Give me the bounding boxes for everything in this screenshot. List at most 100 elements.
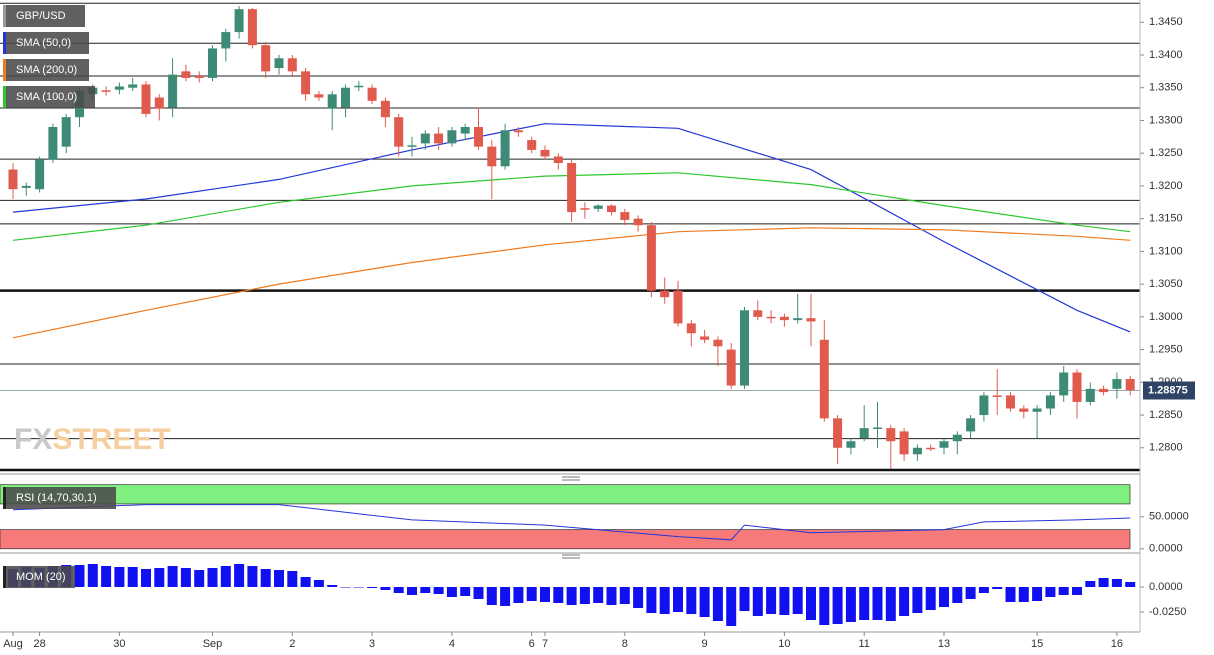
x-tick-label: 4 [449,638,455,650]
overbought-band [0,484,1131,505]
candle-body [474,127,483,147]
candle-body [234,9,244,33]
legend: GBP/USD SMA (50,0) SMA (200,0) SMA (100,0) R… [3,5,116,588]
legend-box [3,59,89,81]
legend-swatch [3,566,6,588]
y-tick-label: 1.2950 [1149,343,1183,355]
mom-bar [87,564,98,587]
mom-bar [127,567,138,587]
y-tick-label: 1.2800 [1149,442,1183,454]
x-tick-label: Sep [203,638,223,650]
mom-bar [367,587,378,588]
y-tick-label: 1.3300 [1149,114,1183,126]
mom-bar [260,569,271,587]
mom-bar [819,587,830,625]
y-tick-label: 50.0000 [1149,511,1189,523]
x-tick-label: 16 [1111,638,1123,650]
candle-body [394,117,404,147]
candle-body [713,339,723,347]
candle-body [194,75,204,78]
mom-bar [832,587,843,624]
candle-body [380,100,390,118]
y-tick-label: 1.3200 [1149,180,1183,192]
candle-body [580,208,590,210]
mom-bar [1032,587,1043,601]
candle-body [128,84,138,88]
y-tick-label: 1.2850 [1149,409,1183,421]
mom-bar [806,587,816,620]
mom-bar [992,587,1003,589]
mom-bar [1072,587,1082,595]
candle-body [114,86,124,90]
candle-body [367,87,377,101]
candle-body [726,349,736,386]
mom-bar [646,587,657,613]
legend-box [3,487,116,509]
mom-bar [141,569,151,587]
x-tick-label: 3 [369,638,375,650]
rsi-line [12,504,1131,541]
candle-body [287,58,297,72]
x-tick-label: 9 [702,638,708,650]
candle-body [646,225,656,291]
candle-body [1045,395,1055,409]
mom-bar [180,568,191,587]
candle-body [779,316,789,321]
mom-bar [792,587,803,614]
candle-body [846,441,856,448]
mom-bar [912,587,923,613]
mom-bar [859,587,870,620]
legend-swatch [3,487,6,509]
candle-body [1099,388,1109,393]
y-tick-label: 1.3000 [1149,311,1183,323]
candle-body [819,339,829,419]
mom-bar [1125,582,1136,587]
candle-body [899,431,909,455]
mom-bar [699,587,710,617]
candle-body [1032,408,1042,412]
mom-bar [207,568,218,587]
mom-bar [300,577,311,587]
candle-body [141,84,151,114]
mom-bar [872,587,883,620]
candle-body [35,159,45,190]
candle-body [1085,388,1095,402]
mom-bar [540,587,550,602]
mom-bar [526,587,537,601]
legend-label: SMA (50,0) [16,37,71,49]
candle-body [673,290,683,324]
candle-body [793,318,803,321]
mom-bar [686,587,697,614]
mom-bar [673,587,683,612]
last-price-label: 1.28875 [1148,384,1188,396]
mom-panel: 0.0000 -0.0250 [8,564,1186,626]
mom-bar [593,587,604,603]
oversold-band [0,529,1131,550]
y-tick-label: 1.3250 [1149,147,1183,159]
mom-bar [433,587,444,594]
candle-body [1125,379,1135,391]
candle-body [327,94,337,109]
x-tick-label: 28 [33,638,45,650]
candle-body [8,169,18,190]
candle-body [979,395,989,416]
x-tick-label: 10 [778,638,790,650]
y-tick-label: 0.0000 [1149,581,1183,593]
candle-body [460,127,470,134]
legend-swatch [3,32,6,54]
x-tick-label: 7 [542,638,548,650]
candle-body [806,318,816,322]
mom-bar [274,570,284,587]
candle-body [314,94,324,98]
candle-body [686,323,696,334]
watermark: FXSTREET [14,423,171,456]
mom-bar [446,587,457,597]
last-price-tag [1143,381,1195,400]
mom-bar [234,564,245,587]
mom-bar [1005,587,1016,602]
mom-bar [845,587,856,622]
mom-bar [500,587,511,606]
mom-bar [1111,579,1122,587]
mom-bar [353,587,364,588]
candle-body [966,418,976,432]
